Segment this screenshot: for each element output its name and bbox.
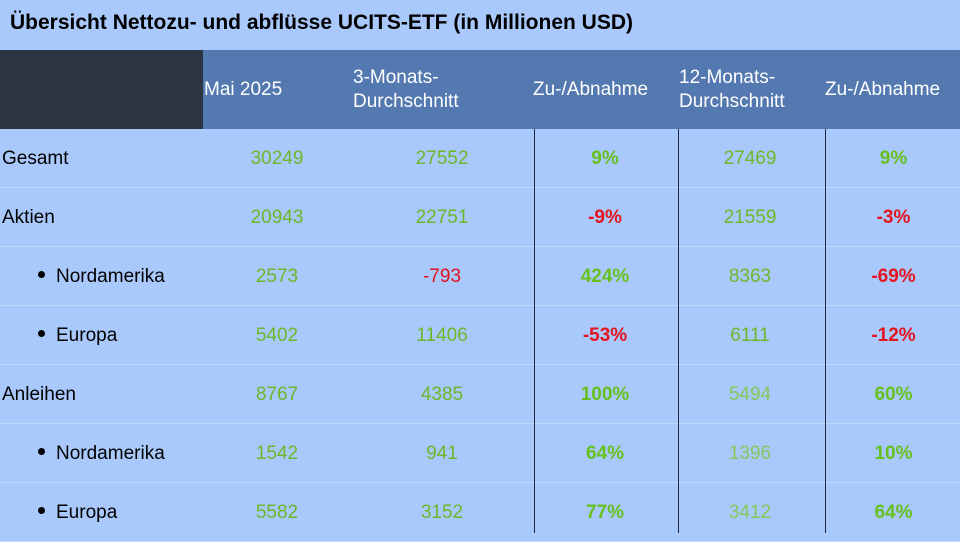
table-title: Übersicht Nettozu- und abflüsse UCITS-ET… — [10, 11, 633, 34]
row-label: Europa — [38, 306, 117, 365]
cell-zu-abnahme-3m: 77% — [585, 502, 625, 523]
table-row: Gesamt 30249 27552 9% 27469 9% — [0, 129, 960, 188]
column-divider — [678, 129, 679, 533]
cell-zu-abnahme-12m: -12% — [871, 325, 916, 346]
cell-zu-abnahme-12m: -69% — [871, 266, 916, 287]
cell-12-monats-durchschnitt: 8363 — [728, 266, 772, 287]
row-label: Gesamt — [2, 148, 69, 169]
cell-12-monats-durchschnitt: 3412 — [728, 502, 772, 523]
row-label: Europa — [38, 483, 117, 542]
cell-zu-abnahme-3m: 9% — [591, 148, 619, 169]
row-label: Aktien — [2, 207, 55, 228]
table-body: Gesamt 30249 27552 9% 27469 9% Aktien 20943 2275… — [0, 129, 960, 542]
cell-mai-2025: 5582 — [255, 502, 299, 523]
cell-12-monats-durchschnitt: 5494 — [728, 384, 772, 405]
cell-3-monats-durchschnitt: 3152 — [420, 502, 464, 523]
cell-mai-2025: 5402 — [255, 325, 299, 346]
cell-zu-abnahme-3m: 64% — [585, 443, 625, 464]
cell-mai-2025: 20943 — [250, 207, 304, 228]
cell-12-monats-durchschnitt: 6111 — [730, 325, 770, 346]
cell-3-monats-durchschnitt: 27552 — [415, 148, 469, 169]
column-divider — [825, 129, 826, 533]
table-row: Anleihen 8767 4385 100% 5494 60% — [0, 365, 960, 424]
table-row: Aktien 20943 22751 -9% 21559 -3% — [0, 188, 960, 247]
header-zu-abnahme-3m: Zu-/Abnahme — [533, 78, 649, 100]
table-header: Mai 2025 3-Monats- Durchschnitt Zu-/Abnah… — [0, 50, 960, 129]
cell-zu-abnahme-12m: 64% — [874, 502, 913, 523]
cell-zu-abnahme-3m: -53% — [582, 325, 628, 346]
header-12-monats-durchschnitt: 12-Monats- Durchschnitt — [679, 66, 785, 112]
table-row: Nordamerika 2573 -793 424% 8363 -69% — [0, 247, 960, 306]
header-corner — [0, 50, 203, 129]
cell-mai-2025: 2573 — [255, 266, 299, 287]
header-zu-abnahme-12m: Zu-/Abnahme — [825, 78, 941, 100]
cell-mai-2025: 30249 — [250, 148, 304, 169]
row-label: Nordamerika — [38, 424, 165, 483]
cell-zu-abnahme-12m: -3% — [876, 207, 911, 228]
row-label: Nordamerika — [38, 247, 165, 306]
cell-3-monats-durchschnitt: 4385 — [420, 384, 464, 405]
column-divider — [534, 129, 535, 533]
cell-zu-abnahme-3m: 100% — [580, 384, 630, 405]
cell-3-monats-durchschnitt: 22751 — [415, 207, 469, 228]
cell-zu-abnahme-12m: 9% — [879, 148, 908, 169]
cell-3-monats-durchschnitt: 11406 — [416, 325, 468, 346]
cell-12-monats-durchschnitt: 1396 — [728, 443, 772, 464]
cell-zu-abnahme-12m: 60% — [874, 384, 913, 405]
cell-mai-2025: 8767 — [255, 384, 299, 405]
header-3-monats-durchschnitt: 3-Monats- Durchschnitt — [353, 66, 459, 112]
row-label: Anleihen — [2, 384, 76, 405]
table-row: Europa 5582 3152 77% 3412 64% — [0, 483, 960, 542]
cell-mai-2025: 1542 — [255, 443, 299, 464]
cell-3-monats-durchschnitt: 941 — [426, 443, 458, 464]
cell-zu-abnahme-3m: -9% — [588, 207, 622, 228]
cell-zu-abnahme-12m: 10% — [874, 443, 913, 464]
cell-3-monats-durchschnitt: -793 — [422, 266, 462, 287]
cell-12-monats-durchschnitt: 27469 — [723, 148, 777, 169]
table-row: Europa 5402 11406 -53% 6111 -12% — [0, 306, 960, 365]
table-row: Nordamerika 1542 941 64% 1396 10% — [0, 424, 960, 483]
header-mai-2025: Mai 2025 — [204, 78, 283, 100]
cell-12-monats-durchschnitt: 21559 — [723, 207, 777, 228]
cell-zu-abnahme-3m: 424% — [580, 266, 630, 287]
header-band — [203, 50, 960, 129]
